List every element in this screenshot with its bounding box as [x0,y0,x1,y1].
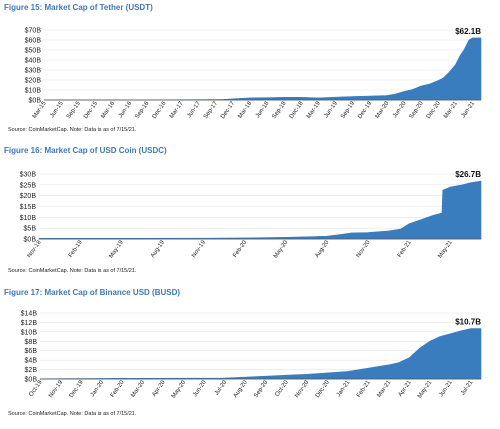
x-tick-label: Dec-20 [426,100,442,120]
figure-15-source: Source: CoinMarketCap. Note: Data is as … [8,127,137,133]
y-tick-label: $50B [25,48,42,55]
x-tick-label: Sep-19 [340,100,356,120]
y-tick-label: $60B [25,38,42,45]
x-tick-label: Nov-19 [48,379,64,399]
x-tick-label: Dec-16 [152,100,168,120]
y-tick-label: $30B [20,172,37,179]
x-tick-label: Jan-21 [336,379,352,398]
x-tick-label: Sep-15 [66,100,82,120]
x-tick-label: Jun-21 [461,100,477,119]
y-tick-label: $10B [20,215,37,222]
y-tick-label: $10B [25,88,42,95]
x-tick-label: Nov-20 [294,379,310,399]
x-tick-label: May-21 [437,239,454,259]
x-tick-label: Jul-21 [460,379,475,396]
y-tick-label: $0B [29,98,42,105]
y-tick-label: $20B [25,78,42,85]
y-tick-label: $0B [24,237,37,244]
y-tick-label: $30B [25,68,42,75]
y-tick-label: $14B [21,311,38,318]
x-tick-label: Dec-18 [289,100,305,120]
figure-15-title: Figure 15: Market Cap of Tether (USDT) [4,3,153,12]
x-tick-label: Jan-20 [90,379,106,398]
x-tick-label: Dec-17 [220,100,236,120]
x-tick-label: Sep-16 [134,100,150,120]
y-tick-label: $0B [25,377,38,384]
figure-17-source: Source: CoinMarketCap. Note: Data is as … [8,411,137,417]
x-tick-label: Sep-18 [272,100,288,120]
x-tick-label: Mar-19 [306,100,322,120]
x-tick-label: Dec-19 [69,379,85,399]
x-tick-label: Jun-18 [255,100,271,119]
x-tick-label: Nov-20 [356,239,372,259]
x-tick-label: Sep-20 [253,379,269,399]
x-tick-label: Jun-17 [186,100,202,119]
x-tick-label: Mar-16 [100,100,116,120]
x-tick-label: Dec-19 [357,100,373,120]
x-tick-label: Aug-20 [233,379,249,399]
x-tick-label: Apr-20 [151,379,167,398]
y-tick-label: $15B [20,204,37,211]
y-tick-label: $20B [20,193,37,200]
x-tick-label: Jun-21 [438,379,454,398]
x-tick-label: Mar-18 [237,100,253,120]
x-tick-label: May-19 [108,239,125,259]
x-tick-label: Jun-16 [118,100,134,119]
end-value-label: $26.7B [455,170,481,179]
y-tick-label: $25B [20,182,37,189]
x-tick-label: Oct-20 [275,379,291,398]
x-tick-label: Feb-21 [397,239,413,259]
figure-16-title: Figure 16: Market Cap of USD Coin (USDC) [4,146,167,155]
x-tick-label: Nov-19 [191,239,207,259]
x-tick-label: Jun-20 [192,379,208,398]
market-cap-area [38,180,482,240]
end-value-label: $10.7B [455,318,481,327]
y-tick-label: $12B [21,320,38,327]
x-tick-label: Feb-20 [110,379,126,399]
y-tick-label: $5B [24,226,37,233]
x-tick-label: May-20 [273,239,290,259]
y-tick-label: $6B [25,348,38,355]
x-tick-label: Feb-20 [232,239,248,259]
market-cap-area [39,328,482,380]
x-tick-label: Jun-15 [49,100,65,119]
x-tick-label: May-20 [171,379,188,399]
x-tick-label: Mar-20 [375,100,391,120]
x-tick-label: Jul-20 [214,379,229,396]
y-tick-label: $8B [25,339,38,346]
x-tick-label: Jun-19 [324,100,340,119]
y-tick-label: $70B [25,28,42,35]
market-cap-area [43,37,482,101]
x-tick-label: Sep-17 [203,100,219,120]
x-tick-label: Aug-20 [314,239,330,259]
y-tick-label: $40B [25,58,42,65]
y-tick-label: $10B [21,329,38,336]
x-tick-label: Sep-20 [409,100,425,120]
x-tick-label: Apr-21 [398,379,414,398]
x-tick-label: Dec-20 [315,379,331,399]
x-tick-label: Feb-21 [356,379,372,399]
x-tick-label: Mar-21 [443,100,459,120]
x-tick-label: Dec-15 [83,100,99,120]
x-tick-label: Feb-19 [68,239,84,259]
end-value-label: $62.1B [455,27,481,36]
x-tick-label: Mar-21 [377,379,393,399]
y-tick-label: $2B [25,367,38,374]
figure-16-source: Source: CoinMarketCap. Note: Data is as … [8,268,137,274]
y-tick-label: $4B [25,358,38,365]
figure-17-title: Figure 17: Market Cap of Binance USD (BU… [4,288,181,297]
x-tick-label: Aug-19 [150,239,166,259]
x-tick-label: May-21 [417,379,434,399]
x-tick-label: Mar-17 [169,100,185,120]
x-tick-label: Mar-20 [130,379,146,399]
x-tick-label: Jun-20 [392,100,408,119]
